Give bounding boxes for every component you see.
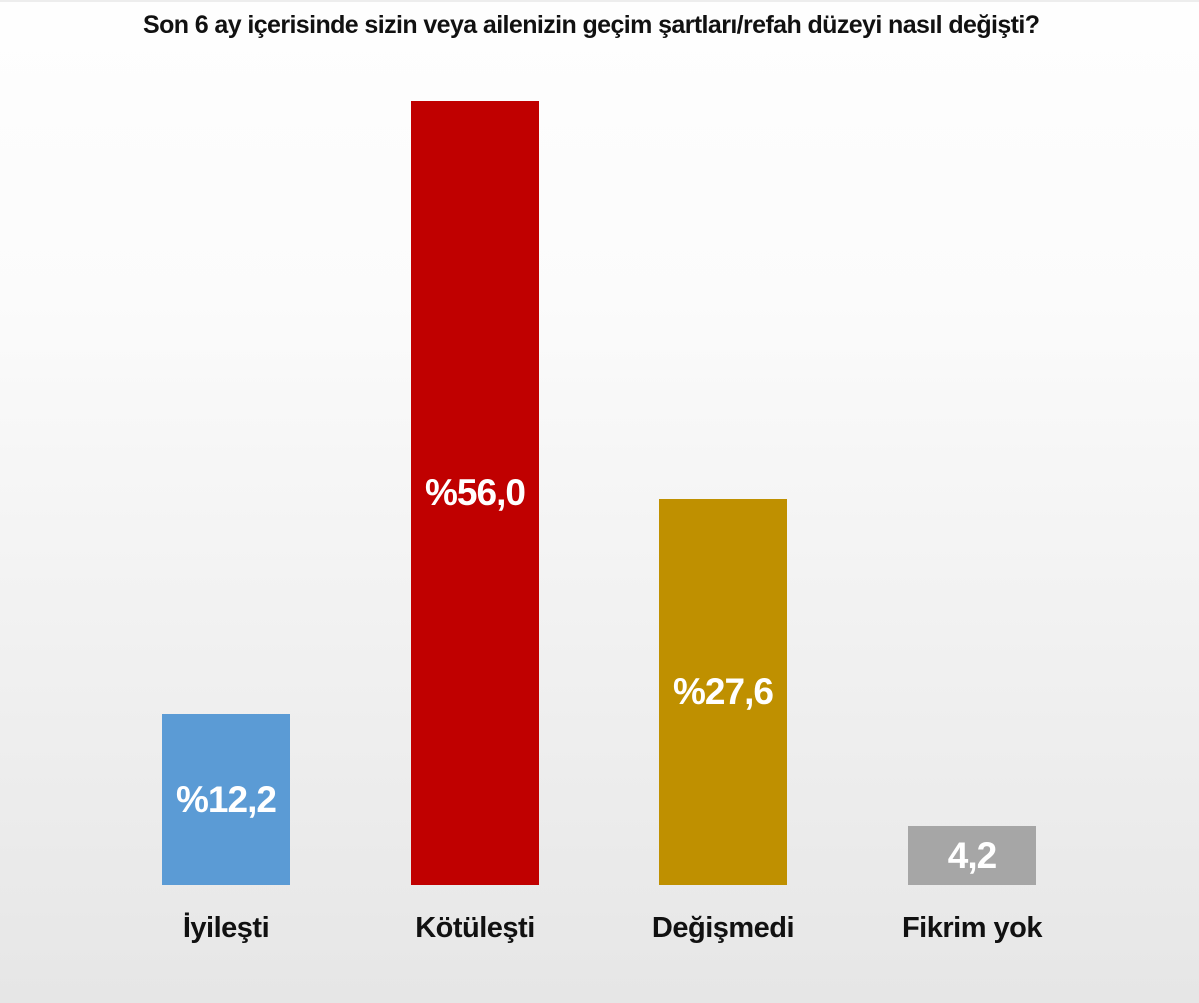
- bar: %27,6: [659, 499, 787, 885]
- bar: %12,2: [162, 714, 290, 885]
- chart-title: Son 6 ay içerisinde sizin veya ailenizin…: [143, 11, 1040, 39]
- category-label: Fikrim yok: [901, 912, 1043, 944]
- bar: %56,0: [411, 101, 539, 885]
- category-label: İyileşti: [182, 912, 270, 944]
- bar-value-label: %27,6: [673, 671, 774, 712]
- category-label: Değişmedi: [651, 912, 795, 944]
- top-border-line: [0, 0, 1199, 2]
- category-label: Kötüleşti: [415, 912, 535, 944]
- bar: 4,2: [908, 826, 1036, 885]
- bar-value-label: 4,2: [947, 834, 997, 876]
- bar-value-label: %12,2: [176, 778, 277, 820]
- bar-value-label: %56,0: [425, 472, 526, 513]
